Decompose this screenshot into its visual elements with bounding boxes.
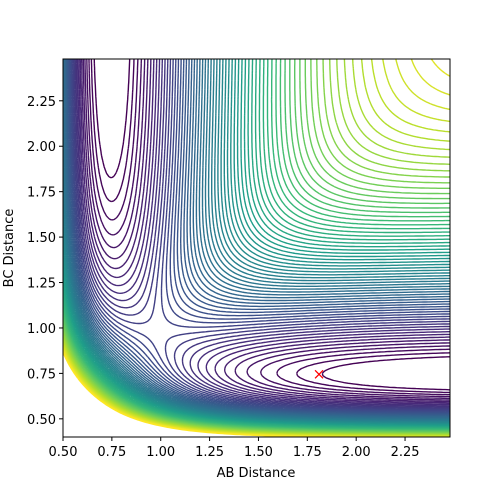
contour-line — [63, 351, 316, 437]
contour-line — [93, 59, 450, 391]
x-tick-label: 1.25 — [195, 445, 224, 460]
marker — [314, 369, 324, 379]
x-tick-label: 1.75 — [293, 445, 322, 460]
y-tick-label: 2.25 — [27, 95, 56, 110]
contour-line — [70, 59, 450, 412]
y-tick-label: 1.00 — [27, 322, 56, 337]
contour-line — [79, 59, 450, 404]
contour-area — [63, 59, 450, 437]
y-tick-label: 0.50 — [27, 413, 56, 428]
contour-line — [90, 59, 450, 394]
contour-line — [71, 59, 450, 411]
contour-line — [68, 59, 450, 414]
contour-line — [78, 59, 450, 405]
contour-line — [81, 59, 450, 403]
y-tick-label: 0.75 — [27, 367, 56, 382]
contour-line — [75, 59, 450, 408]
y-tick-label: 1.75 — [27, 186, 56, 201]
contour-line — [76, 59, 450, 406]
x-tick-label: 1.50 — [244, 445, 273, 460]
y-tick-label: 2.00 — [27, 140, 56, 155]
contour-line — [69, 59, 450, 413]
contour-line — [72, 59, 450, 411]
contour-line — [88, 59, 450, 396]
contour-line — [86, 59, 450, 398]
contour-line — [84, 59, 450, 400]
contour-line — [82, 59, 450, 401]
x-tick-label: 0.75 — [97, 445, 126, 460]
y-tick-label: 1.25 — [27, 277, 56, 292]
contour-line — [74, 59, 450, 409]
plot-frame — [62, 58, 451, 438]
contour-line — [73, 59, 450, 410]
x-tick-label: 0.50 — [49, 445, 78, 460]
x-tick-label: 2.00 — [342, 445, 371, 460]
x-tick-label: 2.25 — [391, 445, 420, 460]
x-tick-label: 1.00 — [146, 445, 175, 460]
contour-line — [66, 59, 450, 416]
contour-line — [67, 59, 450, 415]
y-axis-label: BC Distance — [2, 209, 17, 288]
contour-line — [67, 59, 450, 416]
y-tick-label: 1.50 — [27, 231, 56, 246]
x-axis-label: AB Distance — [217, 466, 296, 481]
